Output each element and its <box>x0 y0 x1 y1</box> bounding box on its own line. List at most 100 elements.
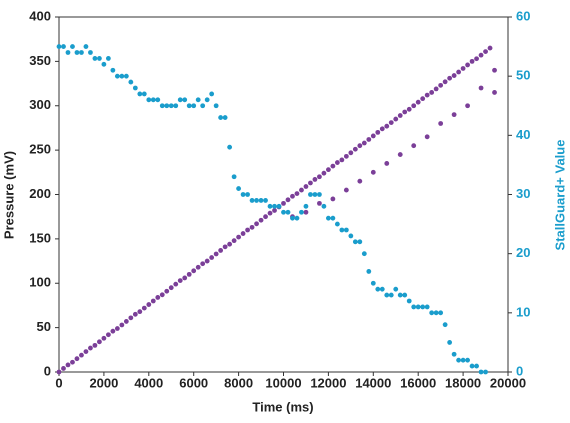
data-point <box>317 192 322 197</box>
data-point <box>429 90 435 95</box>
data-point <box>276 203 282 209</box>
data-point <box>200 103 206 109</box>
data-point <box>294 215 300 221</box>
data-point <box>438 82 444 88</box>
data-point <box>308 192 313 197</box>
data-point <box>65 362 71 368</box>
data-point <box>155 97 161 103</box>
data-point <box>200 261 206 267</box>
data-point <box>285 197 291 203</box>
data-point <box>290 215 295 221</box>
data-point <box>303 203 309 209</box>
data-point <box>182 275 188 281</box>
data-point <box>375 286 381 292</box>
data-point <box>254 221 259 227</box>
data-point <box>469 58 475 64</box>
data-point <box>204 258 210 264</box>
data-point <box>317 200 322 206</box>
data-point <box>334 160 340 165</box>
data-point <box>411 304 417 310</box>
data-point <box>326 167 331 173</box>
data-point <box>330 215 336 221</box>
data-point <box>56 44 62 49</box>
data-point <box>177 278 183 283</box>
data-point <box>370 169 376 175</box>
data-point <box>227 241 233 247</box>
data-point <box>402 109 408 115</box>
data-point <box>343 227 349 233</box>
data-point <box>352 239 358 245</box>
data-point <box>442 322 448 328</box>
data-point <box>317 174 322 180</box>
plot-frame <box>58 16 509 373</box>
data-point <box>83 349 89 354</box>
data-point <box>79 352 84 358</box>
data-point <box>70 44 75 49</box>
data-point <box>222 244 228 250</box>
data-point <box>227 144 233 150</box>
data-point <box>321 203 327 209</box>
y-tick-label: 0 <box>44 363 51 378</box>
data-point <box>303 209 309 215</box>
data-point <box>357 143 363 149</box>
data-point <box>155 295 161 300</box>
x-tick-label: 6000 <box>179 375 208 390</box>
data-point <box>209 91 215 97</box>
data-point <box>406 298 412 304</box>
data-point <box>438 121 444 126</box>
data-point <box>420 304 426 310</box>
data-point <box>478 369 484 375</box>
y2-tick-label: 60 <box>516 8 530 23</box>
data-point <box>254 198 259 203</box>
data-point <box>88 50 93 55</box>
data-point <box>393 116 399 122</box>
data-point <box>339 227 345 233</box>
data-point <box>330 196 336 202</box>
data-point <box>61 366 66 371</box>
data-point <box>267 203 273 209</box>
data-point <box>438 310 444 316</box>
data-point <box>299 187 304 193</box>
data-point <box>65 50 71 55</box>
data-point <box>249 198 255 203</box>
data-point <box>123 319 129 324</box>
data-point <box>218 248 224 253</box>
data-point <box>128 315 134 321</box>
data-point <box>92 342 98 348</box>
data-point <box>105 56 111 61</box>
data-point <box>330 163 336 169</box>
data-point <box>79 50 84 55</box>
data-point <box>308 180 313 186</box>
data-point <box>402 292 408 298</box>
data-point <box>245 192 250 197</box>
data-point <box>465 357 470 363</box>
y-tick-label: 400 <box>29 8 51 23</box>
data-point <box>150 298 156 304</box>
data-point <box>146 97 152 103</box>
data-point <box>312 192 318 197</box>
x-tick-label: 0 <box>55 375 62 390</box>
y-tick-label: 150 <box>29 230 51 245</box>
data-point <box>209 255 215 260</box>
data-point <box>465 103 470 109</box>
data-point <box>281 200 286 206</box>
x-tick-label: 16000 <box>400 375 436 390</box>
data-point <box>478 85 484 91</box>
x-tick-label: 10000 <box>265 375 301 390</box>
data-point <box>370 280 376 286</box>
data-point <box>168 103 174 109</box>
data-point <box>92 56 98 61</box>
data-point <box>159 292 165 298</box>
data-point <box>303 184 309 189</box>
data-point <box>478 52 484 58</box>
data-point <box>240 231 246 236</box>
data-point <box>195 97 201 103</box>
data-point <box>429 310 435 316</box>
data-point <box>492 90 497 95</box>
data-point <box>173 281 179 287</box>
data-point <box>285 209 291 215</box>
data-point <box>384 161 390 166</box>
data-point <box>101 335 107 341</box>
data-point <box>132 85 138 91</box>
data-point <box>88 345 93 351</box>
